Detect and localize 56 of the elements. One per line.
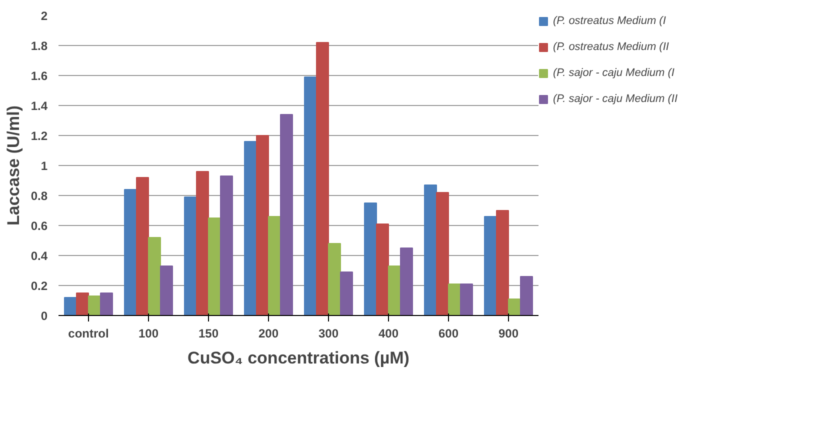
y-tick-label: 0.8 (30, 189, 48, 203)
bar (388, 266, 401, 316)
bar (148, 237, 161, 316)
bar (268, 216, 281, 316)
legend-label: (P. ostreatus Medium (I (553, 15, 667, 27)
legend-label: (P. sajor - caju Medium (I (553, 67, 676, 79)
y-axis-title: Laccase (U/ml) (4, 106, 23, 226)
bar (424, 184, 437, 316)
y-tick-label: 0.6 (30, 219, 48, 233)
bar (520, 276, 533, 316)
bar (496, 210, 509, 316)
bar (100, 292, 113, 316)
legend-label: (P. ostreatus Medium (II (553, 41, 670, 53)
bar (160, 266, 173, 316)
y-tick-label: 1.6 (30, 69, 48, 83)
y-tick-label: 1 (40, 159, 48, 173)
y-tick-label: 1.4 (30, 99, 48, 113)
bar (316, 42, 329, 316)
bar (376, 224, 389, 316)
y-tick-label: 2 (40, 9, 48, 23)
x-axis-title: CuSO₄ concentrations (µM) (188, 348, 410, 368)
bar (88, 296, 101, 316)
bar (196, 171, 209, 316)
y-tick-label: 0.4 (30, 249, 48, 263)
bar (220, 176, 233, 316)
bar (208, 218, 221, 316)
x-tick-label: 300 (318, 326, 339, 340)
bar (256, 135, 269, 316)
x-tick-label: 600 (438, 326, 459, 340)
bar (400, 248, 413, 316)
bar (64, 297, 77, 316)
x-tick-label: 100 (138, 326, 159, 340)
x-tick-label: 900 (498, 326, 519, 340)
bar (340, 272, 353, 316)
bar (304, 76, 317, 316)
y-tick-label: 0.2 (30, 279, 48, 293)
y-tick-label: 1.8 (30, 39, 48, 53)
x-tick-label: 150 (198, 326, 219, 340)
bar (280, 114, 293, 316)
legend-label: (P. sajor - caju Medium (II (553, 93, 679, 105)
bar (328, 243, 341, 316)
y-tick-label: 0 (40, 309, 48, 323)
bar (448, 284, 461, 316)
y-tick-label: 1.2 (30, 129, 48, 143)
bar (364, 202, 377, 316)
x-tick-label: 200 (258, 326, 279, 340)
x-tick-label: control (68, 326, 109, 340)
bar (484, 216, 497, 316)
bar (136, 177, 149, 316)
bar (460, 284, 473, 316)
bar (244, 141, 257, 316)
bar (436, 192, 449, 316)
bar (76, 292, 89, 316)
bar (184, 196, 197, 316)
x-tick-label: 400 (378, 326, 399, 340)
bar (124, 189, 137, 316)
